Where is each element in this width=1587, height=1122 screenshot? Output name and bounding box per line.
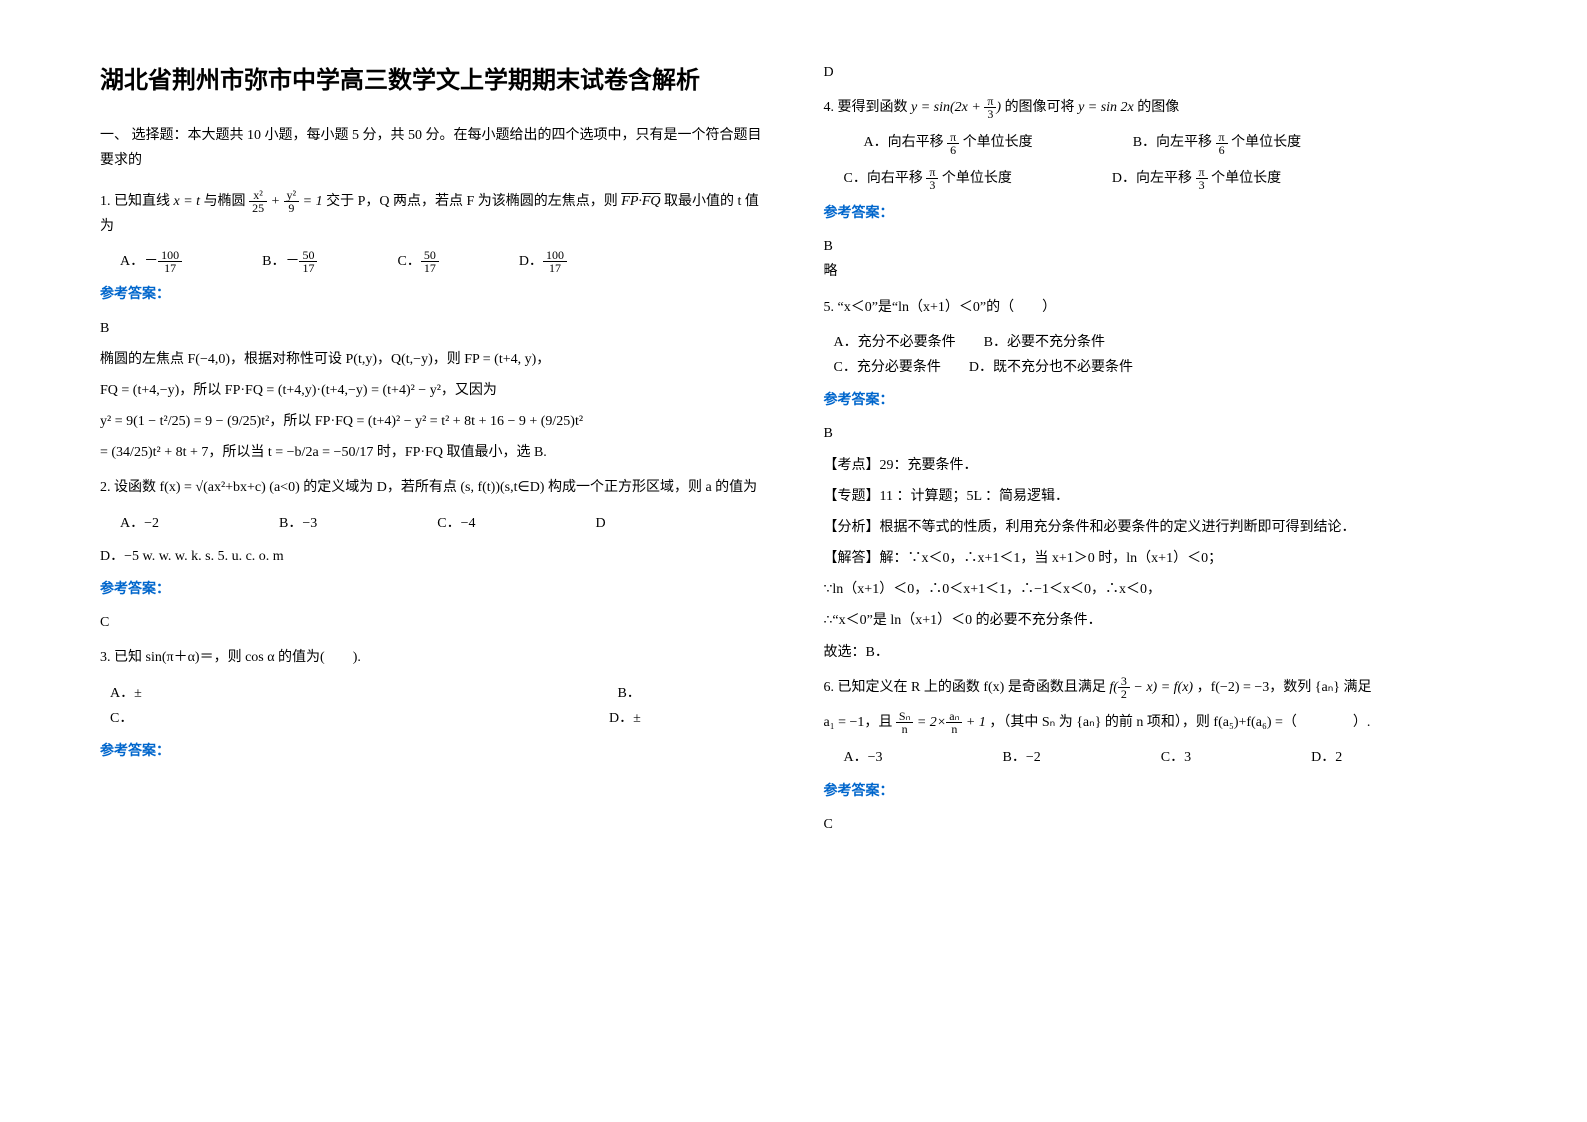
q1-opt-d: D．10017 [519, 249, 567, 274]
q6-opt-d: D．2 [1311, 745, 1342, 770]
q1-math-fpfq: FP·FQ [621, 194, 660, 209]
q2-opt-b: B．−3 [279, 511, 317, 536]
q3-opt-b: B． [617, 681, 640, 706]
q1-math-ellipse: x²25 + y²9 = 1 [249, 194, 326, 209]
section-heading: 一、 选择题：本大题共 10 小题，每小题 5 分，共 50 分。在每小题给出的… [100, 123, 764, 173]
q5-e4: 【解答】解：∵x＜0，∴x+1＜1，当 x+1＞0 时，ln（x+1）＜0； [824, 546, 1488, 571]
q6-stem-d: ，（其中 Sₙ 为 {aₙ} 的前 n 项和），则 f(a₅)+f(a₆) =（… [989, 715, 1370, 730]
q5-answer: B [824, 421, 1488, 446]
q4-opt-c: C．向右平移 π3 个单位长度 [844, 166, 1012, 191]
q6-opt-c: C．3 [1161, 745, 1191, 770]
q6-stem-a: 6. 已知定义在 R 上的函数 f(x) 是奇函数且满足 [824, 680, 1110, 695]
q3-opt-a: A．± [110, 681, 142, 706]
q4-stem-a: 4. 要得到函数 [824, 100, 912, 115]
q5-answer-label: 参考答案： [824, 388, 1488, 413]
page-title: 湖北省荆州市弥市中学高三数学文上学期期末试卷含解析 [100, 60, 764, 103]
q4-stem-b: 的图像可将 [1005, 100, 1079, 115]
q6-opt-a: A．−3 [844, 745, 883, 770]
q6-math-2: Sₙn = 2×aₙn + 1 [896, 715, 986, 730]
q5-opt-a: A．充分不必要条件 [834, 335, 956, 350]
q1-explain-3: y² = 9(1 − t²/25) = 9 − (9/25)t²，所以 FP·F… [100, 409, 764, 434]
q4-brief: 略 [824, 259, 1488, 284]
q1-explain-2: FQ = (t+4,−y)，所以 FP·FQ = (t+4,y)·(t+4,−y… [100, 378, 764, 403]
q5-e5: ∵ln（x+1）＜0，∴0＜x+1＜1，∴−1＜x＜0，∴x＜0， [824, 577, 1488, 602]
q5-e3: 【分析】根据不等式的性质，利用充分条件和必要条件的定义进行判断即可得到结论． [824, 515, 1488, 540]
q6-stem-b: ，f(−2) = −3，数列 {aₙ} 满足 [1197, 680, 1372, 695]
q1-stem-b: 与椭圆 [204, 194, 250, 209]
q3-answer-label: 参考答案： [100, 739, 764, 764]
q1-options: A．－10017 B．－5017 C．5017 D．10017 [120, 249, 764, 274]
question-5: 5. “x＜0”是“ln（x+1）＜0”的（ ） [824, 295, 1488, 320]
q5-opt-b: B．必要不充分条件 [984, 335, 1105, 350]
q2-opt-d-marker: D [595, 511, 605, 536]
q6-answer: C [824, 812, 1488, 837]
q1-explain-4: = (34/25)t² + 8t + 7，所以当 t = −b/2a = −50… [100, 440, 764, 465]
question-1: 1. 已知直线 x = t 与椭圆 x²25 + y²9 = 1 交于 P，Q … [100, 189, 764, 239]
question-6b: a₁ = −1，且 Sₙn = 2×aₙn + 1 ，（其中 Sₙ 为 {aₙ}… [824, 710, 1488, 735]
q6-options: A．−3 B．−2 C．3 D．2 [844, 745, 1488, 770]
q6-answer-label: 参考答案： [824, 779, 1488, 804]
q5-e7: 故选：B． [824, 640, 1488, 665]
question-6: 6. 已知定义在 R 上的函数 f(x) 是奇函数且满足 f(32 − x) =… [824, 675, 1488, 700]
q5-e6: ∴“x＜0”是 ln（x+1）＜0 的必要不充分条件． [824, 608, 1488, 633]
q2-opt-d: D．−5 [100, 549, 139, 564]
q2-answer: C [100, 610, 764, 635]
q1-opt-a: A．－10017 [120, 249, 182, 274]
q4-stem-c: 的图像 [1137, 100, 1179, 115]
q5-e1: 【考点】29：充要条件． [824, 453, 1488, 478]
q4-answer-label: 参考答案： [824, 201, 1488, 226]
q2-opt-a: A．−2 [120, 511, 159, 536]
q2-opt-d-line: D．−5 w. w. w. k. s. 5. u. c. o. m [100, 544, 764, 569]
q1-answer: B [100, 316, 764, 341]
q5-opt-d: D．既不充分也不必要条件 [969, 360, 1133, 375]
q2-tail: w. w. w. k. s. 5. u. c. o. m [139, 549, 284, 564]
q6-opt-b: B．−2 [1003, 745, 1041, 770]
q6-stem-c: a₁ = −1，且 [824, 715, 896, 730]
q3-opt-d: D．± [609, 706, 641, 731]
q4-opt-b: B．向左平移 π6 个单位长度 [1133, 130, 1301, 155]
q1-math-line: x = t [174, 194, 201, 209]
question-4: 4. 要得到函数 y = sin(2x + π3) 的图像可将 y = sin … [824, 95, 1488, 120]
q1-opt-b: B．－5017 [262, 249, 317, 274]
q4-opt-a: A．向右平移 π6 个单位长度 [864, 130, 1033, 155]
q4-opt-d: D．向左平移 π3 个单位长度 [1112, 166, 1281, 191]
q2-options: A．−2 B．−3 C．−4 D [120, 511, 764, 536]
q1-opt-c: C．5017 [397, 249, 438, 274]
q6-math-1: f(32 − x) = f(x) [1109, 680, 1193, 695]
question-2: 2. 设函数 f(x) = √(ax²+bx+c) (a<0) 的定义域为 D，… [100, 475, 764, 500]
q1-stem-c: 交于 P，Q 两点，若点 F 为该椭圆的左焦点，则 [326, 194, 621, 209]
q1-explain-1: 椭圆的左焦点 F(−4,0)，根据对称性可设 P(t,y)，Q(t,−y)，则 … [100, 347, 764, 372]
q3-answer: D [824, 60, 1488, 85]
question-3: 3. 已知 sin(π＋α)＝，则 cos α 的值为( ). [100, 645, 764, 670]
q2-opt-c: C．−4 [437, 511, 475, 536]
q2-answer-label: 参考答案： [100, 577, 764, 602]
q3-opt-c: C． [110, 706, 133, 731]
q1-answer-label: 参考答案： [100, 282, 764, 307]
q4-math-1: y = sin(2x + π3) [911, 100, 1001, 115]
q4-math-2: y = sin 2x [1078, 100, 1134, 115]
q1-stem-a: 1. 已知直线 [100, 194, 174, 209]
q5-e2: 【专题】11 ：计算题；5L ：简易逻辑． [824, 484, 1488, 509]
q4-answer: B [824, 234, 1488, 259]
q5-opt-c: C．充分必要条件 [834, 360, 941, 375]
